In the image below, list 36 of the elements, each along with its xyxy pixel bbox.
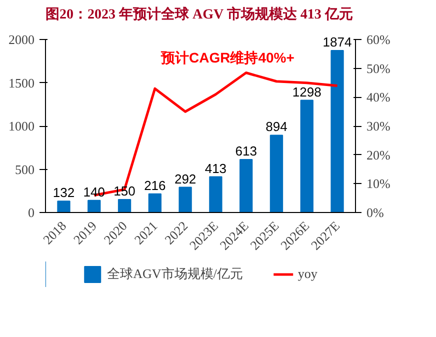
data-label: 132 <box>52 185 75 200</box>
data-label: 413 <box>204 160 227 176</box>
bar <box>88 200 101 212</box>
bar <box>57 200 70 212</box>
data-label: 150 <box>114 184 136 199</box>
data-label: 216 <box>144 178 166 193</box>
y-tick-label: 500 <box>15 162 34 177</box>
y2-tick-label: 50% <box>366 60 390 76</box>
y2-tick-label: 30% <box>366 118 390 134</box>
data-label: 613 <box>235 144 257 159</box>
data-label: 140 <box>83 184 105 200</box>
y2-tick-label: 40% <box>366 90 390 105</box>
legend-label: yoy <box>298 266 318 282</box>
bar <box>209 176 222 212</box>
y2-tick-label: 10% <box>366 176 390 192</box>
y-tick-label: 1500 <box>8 75 34 90</box>
annotation: 预计CAGR维持40%+ <box>160 50 294 66</box>
y2-tick-label: 20% <box>366 147 390 162</box>
bar <box>178 186 192 212</box>
chart-title: 图20：2023 年预计全球 AGV 市场规模达 413 亿元 <box>46 6 353 22</box>
data-label: 894 <box>266 119 288 134</box>
bar <box>270 134 284 212</box>
y-tick-label: 2000 <box>8 32 34 48</box>
legend-label: 全球AGV市场规模/亿元 <box>107 265 243 283</box>
y2-tick-label: 0% <box>366 205 384 220</box>
data-label: 1298 <box>292 84 322 100</box>
bar <box>118 199 132 212</box>
bar <box>330 50 344 212</box>
data-label: 1874 <box>322 34 352 50</box>
y2-tick-label: 60% <box>366 32 390 48</box>
y-tick-label: 1000 <box>8 118 34 134</box>
data-label: 292 <box>174 171 196 186</box>
bar <box>300 100 314 212</box>
bar <box>240 159 253 212</box>
bar <box>148 193 162 212</box>
y-tick-label: 0 <box>28 205 34 220</box>
